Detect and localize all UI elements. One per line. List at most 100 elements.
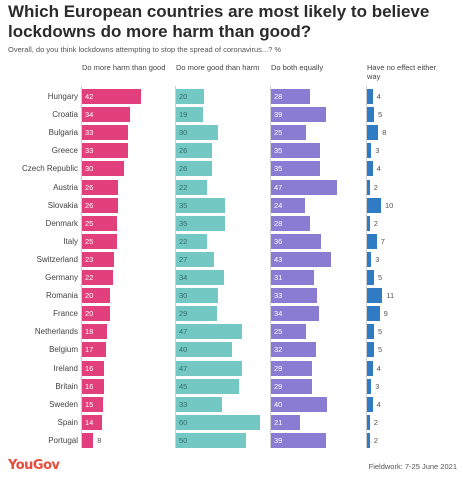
- country-label: Portugal: [48, 435, 78, 445]
- country-label: Hungary: [47, 92, 78, 101]
- bar-noeffect: [367, 342, 374, 358]
- bar-good: [176, 161, 213, 177]
- value-label-harm: 34: [85, 110, 94, 120]
- value-label-good: 34: [179, 273, 188, 282]
- bar-both: [271, 306, 319, 322]
- bar-good: [176, 107, 203, 123]
- value-label-both: 25: [274, 128, 283, 138]
- bar-harm: [82, 288, 110, 304]
- value-label-harm: 26: [85, 182, 94, 192]
- value-label-good: 27: [179, 254, 188, 264]
- country-label: Ireland: [53, 363, 78, 373]
- bar-good: [176, 143, 213, 159]
- bar-noeffect: [367, 161, 373, 177]
- bar-both: [271, 89, 311, 104]
- bar-both: [271, 270, 315, 285]
- bar-noeffect: [367, 306, 380, 322]
- bar-harm: [82, 396, 103, 412]
- value-label-noeffect: 2: [373, 218, 378, 228]
- bar-good: [176, 432, 246, 448]
- bar-both: [271, 233, 322, 249]
- value-label-harm: 16: [85, 363, 94, 373]
- bar-noeffect: [367, 89, 373, 104]
- bar-harm: [82, 432, 94, 448]
- value-label-harm: 20: [85, 291, 94, 301]
- value-label-noeffect: 8: [382, 128, 387, 138]
- value-label-both: 39: [274, 110, 283, 120]
- value-label-noeffect: 9: [383, 309, 388, 319]
- value-label-noeffect: 7: [380, 236, 385, 246]
- value-label-both: 40: [274, 399, 283, 409]
- value-label-good: 35: [179, 200, 188, 210]
- bar-good: [176, 270, 224, 285]
- value-label-harm: 14: [85, 417, 94, 427]
- bar-harm: [82, 179, 119, 195]
- bar-both: [271, 360, 312, 376]
- country-label: Bulgaria: [48, 128, 78, 138]
- bar-good: [176, 306, 217, 322]
- bar-harm: [82, 215, 117, 231]
- value-label-good: 20: [179, 92, 188, 101]
- bar-both: [271, 288, 318, 304]
- bar-good: [176, 89, 204, 104]
- bar-harm: [82, 251, 115, 267]
- bar-both: [271, 107, 326, 123]
- value-label-noeffect: 3: [375, 381, 380, 391]
- country-label: Belgium: [49, 345, 78, 355]
- value-label-noeffect: 11: [386, 291, 395, 301]
- bar-harm: [82, 360, 105, 376]
- value-label-good: 40: [179, 345, 188, 355]
- value-label-noeffect: 4: [376, 92, 381, 101]
- bar-harm: [82, 270, 113, 285]
- country-label: Romania: [45, 291, 78, 301]
- value-label-both: 21: [274, 417, 283, 427]
- chart-subtitle: Overall, do you think lockdowns attempti…: [8, 45, 282, 54]
- bar-noeffect: [367, 179, 370, 195]
- country-label: France: [53, 309, 78, 319]
- bar-both: [271, 432, 326, 448]
- value-label-good: 30: [179, 128, 188, 138]
- value-label-harm: 33: [85, 128, 94, 138]
- bar-both: [271, 143, 320, 159]
- value-label-noeffect: 5: [378, 327, 383, 337]
- bar-noeffect: [367, 360, 373, 376]
- fieldwork-note: Fieldwork: 7-25 June 2021: [368, 462, 457, 471]
- value-label-good: 22: [179, 182, 188, 192]
- value-label-good: 47: [179, 363, 188, 373]
- country-label: Slovakia: [47, 200, 78, 210]
- bar-noeffect: [367, 197, 381, 213]
- value-label-good: 19: [179, 110, 188, 120]
- value-label-both: 47: [274, 182, 283, 192]
- value-label-both: 35: [274, 164, 283, 174]
- value-label-both: 33: [274, 291, 283, 301]
- bar-noeffect: [367, 251, 372, 267]
- value-label-both: 29: [274, 381, 283, 391]
- bar-both: [271, 342, 316, 358]
- value-label-both: 29: [274, 363, 283, 373]
- bar-noeffect: [367, 324, 374, 340]
- column-header-harm: Do more harm than good: [82, 63, 166, 72]
- bar-noeffect: [367, 414, 370, 430]
- value-label-harm: 33: [85, 146, 94, 156]
- country-label: Britain: [55, 381, 78, 391]
- bar-both: [271, 197, 305, 213]
- bar-good: [176, 215, 225, 231]
- bar-harm: [82, 197, 119, 213]
- country-label: Croatia: [52, 110, 78, 120]
- country-label: Italy: [63, 236, 78, 246]
- value-label-noeffect: 2: [373, 182, 378, 192]
- value-label-good: 26: [179, 164, 188, 174]
- bar-harm: [82, 342, 106, 358]
- value-label-both: 28: [274, 92, 283, 101]
- value-label-harm: 23: [85, 254, 94, 264]
- bar-harm: [82, 324, 108, 340]
- bar-good: [176, 251, 214, 267]
- country-label: Spain: [57, 417, 78, 427]
- axis-line-good: [175, 86, 176, 448]
- bar-harm: [82, 161, 124, 177]
- value-label-noeffect: 5: [378, 273, 383, 282]
- bar-noeffect: [367, 233, 377, 249]
- bar-good: [176, 324, 242, 340]
- bar-noeffect: [367, 378, 372, 394]
- value-label-good: 60: [179, 417, 188, 427]
